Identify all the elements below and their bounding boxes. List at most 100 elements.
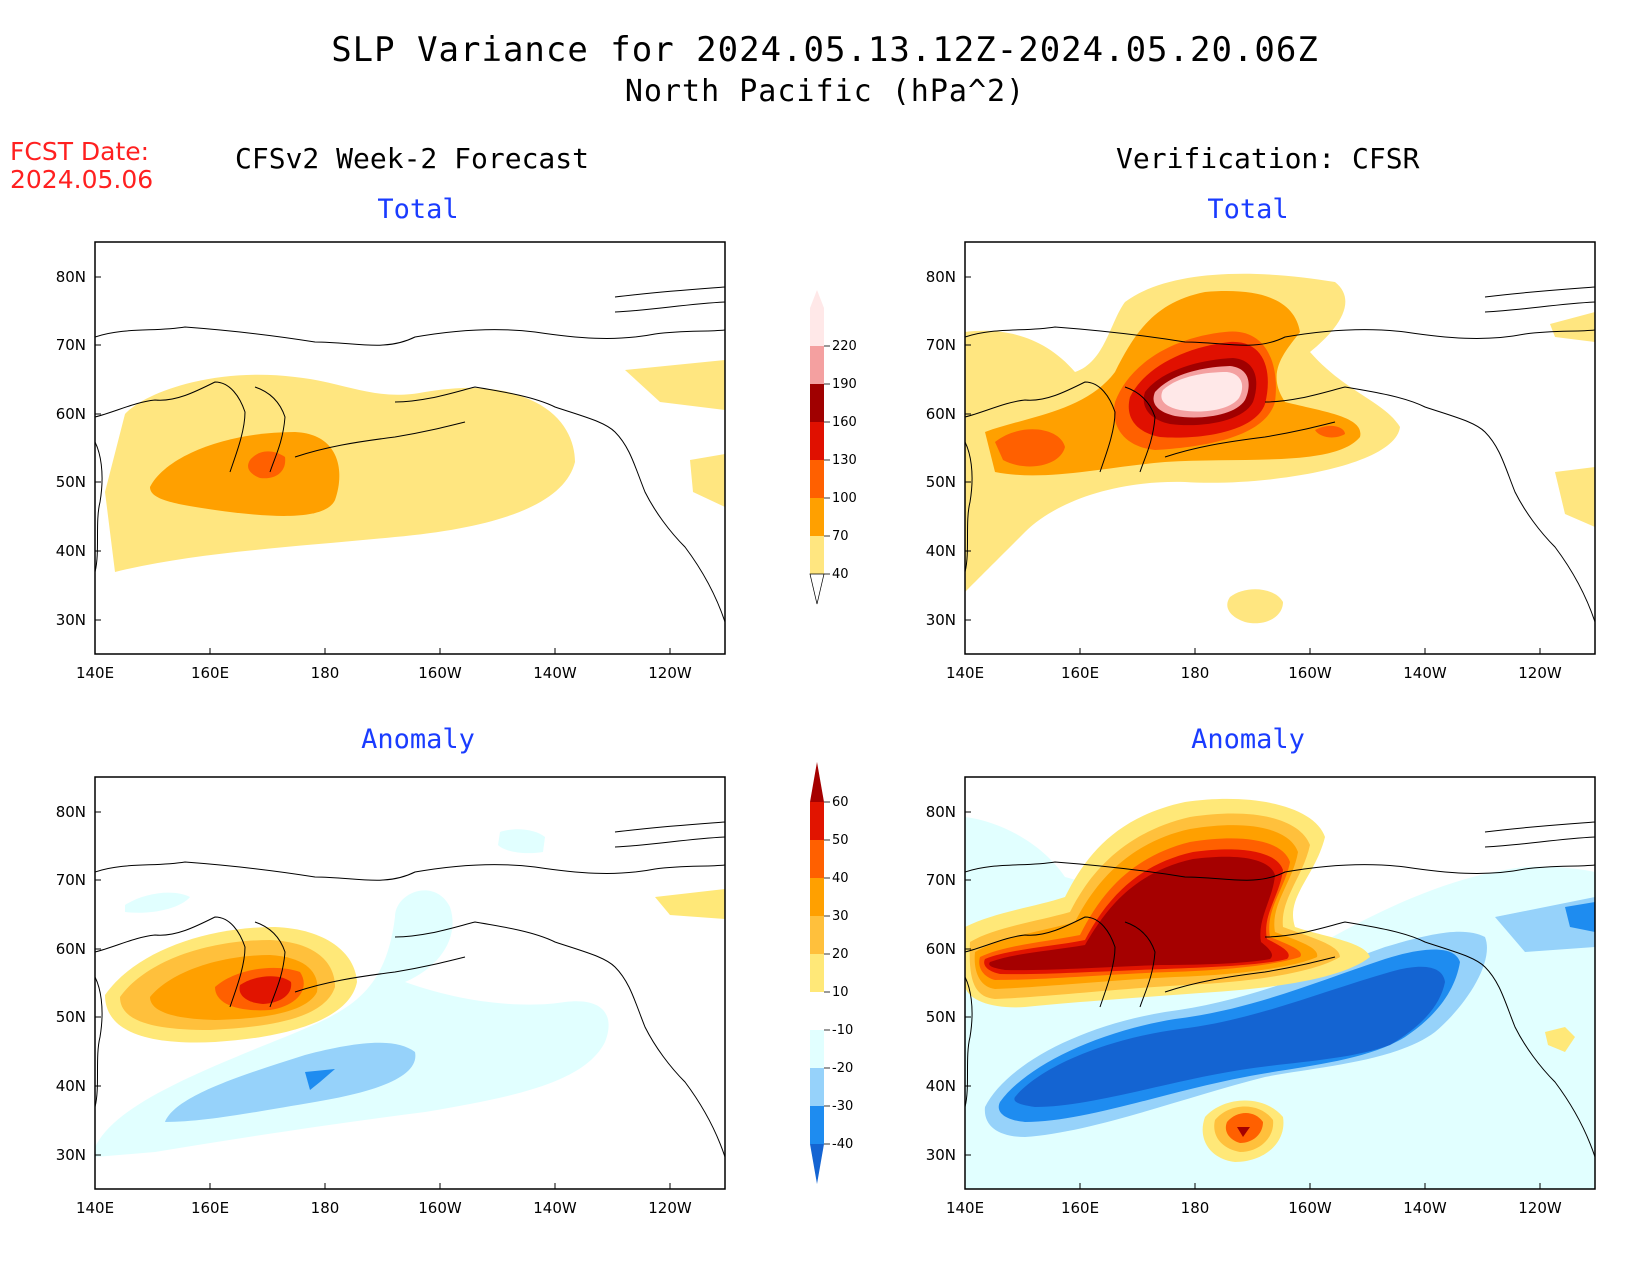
forecast-total-map: 140E 160E 180 160W 140W 120W 30N 40N 50N 60N 70N 80… <box>56 241 726 682</box>
coast-segment <box>614 821 725 833</box>
coast-segment <box>95 381 246 473</box>
x-tick-label: 140E <box>946 664 984 682</box>
coast-segment <box>1164 421 1336 458</box>
anomaly-colorbar-labels: -40 -30 -20 -10 10 20 30 40 50 60 <box>824 795 853 1152</box>
coast-segment <box>294 421 466 458</box>
forecast-date-value: 2024.05.06 <box>10 165 154 194</box>
verification-total-title: Total <box>1207 194 1289 225</box>
y-tick-label: 60N <box>56 405 86 423</box>
colorbar-level-label: 60 <box>832 795 849 810</box>
coast-segment <box>254 386 286 473</box>
colorbar-swatch <box>810 1030 824 1068</box>
x-tick-label: 120W <box>648 1199 692 1217</box>
total-colorbar-labels: 40 70 100 130 160 190 220 <box>824 339 857 582</box>
colorbar-level-label: 100 <box>832 491 857 506</box>
forecast-column-header: CFSv2 Week-2 Forecast <box>235 142 590 175</box>
x-tick-label: 140W <box>1403 1199 1447 1217</box>
colorbar-level-label: 40 <box>832 567 849 582</box>
y-tick-label: 50N <box>56 473 86 491</box>
colorbar-swatch <box>810 422 824 460</box>
y-tick-label: 40N <box>56 542 86 560</box>
coast-segment <box>95 976 103 1108</box>
coast-segment <box>614 836 725 848</box>
y-tick-label: 70N <box>926 336 956 354</box>
shade-100-130 <box>248 451 286 479</box>
verification-anomaly-title: Anomaly <box>1191 724 1305 755</box>
y-tick-label: 60N <box>926 940 956 958</box>
x-tick-label: 180 <box>1181 1199 1210 1217</box>
colorbar-high-arrow <box>810 762 824 802</box>
colorbar-swatch <box>810 460 824 498</box>
shade-10-20-east <box>655 889 725 919</box>
coast-segment <box>95 861 725 881</box>
map-frame <box>964 241 1596 655</box>
coast-segment <box>95 441 103 573</box>
coast-segment <box>1124 386 1156 473</box>
colorbar-swatch <box>810 954 824 992</box>
y-tick-label: 70N <box>926 871 956 889</box>
shade-60-plus <box>989 856 1275 1137</box>
coastline <box>95 286 725 623</box>
coastline <box>965 286 1595 623</box>
x-tick-label: 160E <box>1061 1199 1099 1217</box>
y-tick-label: 30N <box>56 611 86 629</box>
anomaly-colorbar-swatches <box>810 762 824 1184</box>
x-tick-label: 140E <box>946 1199 984 1217</box>
map-frame <box>94 776 726 1190</box>
y-tick-label: 80N <box>926 803 956 821</box>
forecast-total-title: Total <box>377 194 459 225</box>
colorbar-swatch <box>810 1068 824 1106</box>
y-tick-label: 50N <box>926 1008 956 1026</box>
shade-neg-10-20-nw <box>125 892 190 913</box>
forecast-total-shading <box>105 360 725 572</box>
x-tick-label: 160W <box>1288 664 1332 682</box>
colorbar-level-label: -30 <box>832 1099 853 1114</box>
shade-40-70-east2 <box>690 454 725 507</box>
colorbar-swatch <box>810 1106 824 1144</box>
coast-segment <box>95 916 246 1008</box>
x-tick-label: 180 <box>1181 664 1210 682</box>
y-tick-label: 30N <box>56 1146 86 1164</box>
shade-10-20-east <box>1545 1027 1575 1052</box>
shade-70-100 <box>150 432 340 516</box>
coast-segment <box>965 441 973 573</box>
anomaly-colorbar: -40 -30 -20 -10 10 20 30 40 50 60 <box>810 762 853 1184</box>
y-tick-label: 30N <box>926 611 956 629</box>
colorbar-swatch <box>810 308 824 346</box>
colorbar-level-label: -10 <box>832 1023 853 1038</box>
shade-220-plus <box>1161 372 1243 412</box>
colorbar-swatch <box>810 916 824 954</box>
x-tick-label: 120W <box>1518 664 1562 682</box>
coast-segment <box>1484 301 1595 313</box>
coast-segment <box>614 301 725 313</box>
coastline <box>95 821 725 1158</box>
colorbar-level-label: 10 <box>832 985 849 1000</box>
axis-ticks: 140E 160E 180 160W 140W 120W 30N 40N 50N 60N 70N 80… <box>56 803 692 1217</box>
colorbar-level-label: 190 <box>832 377 857 392</box>
shade-40-70-south <box>1227 589 1283 624</box>
y-tick-label: 30N <box>926 1146 956 1164</box>
coast-segment <box>254 921 286 1008</box>
colorbar-level-label: 30 <box>832 909 849 924</box>
total-colorbar-swatches <box>809 290 825 605</box>
forecast-anomaly-map: 140E 160E 180 160W 140W 120W 30N 40N 50N 60N 70N 80… <box>56 776 726 1217</box>
colorbar-level-label: 130 <box>832 453 857 468</box>
x-tick-label: 140W <box>533 1199 577 1217</box>
colorbar-high-arrow <box>810 290 824 308</box>
x-tick-label: 160E <box>191 1199 229 1217</box>
colorbar-level-label: 50 <box>832 833 849 848</box>
map-frame <box>964 776 1596 1190</box>
colorbar-level-label: 160 <box>832 415 857 430</box>
y-tick-label: 40N <box>926 542 956 560</box>
y-tick-label: 60N <box>926 405 956 423</box>
coast-segment <box>965 861 1595 881</box>
x-tick-label: 160W <box>1288 1199 1332 1217</box>
y-tick-label: 70N <box>56 336 86 354</box>
shade-40-70-east2 <box>1555 467 1595 527</box>
coast-segment <box>965 976 973 1108</box>
colorbar-level-label: 20 <box>832 947 849 962</box>
x-tick-label: 120W <box>648 664 692 682</box>
x-tick-label: 140W <box>533 664 577 682</box>
forecast-date: FCST Date: 2024.05.06 <box>10 138 153 194</box>
coast-segment <box>965 326 1595 346</box>
